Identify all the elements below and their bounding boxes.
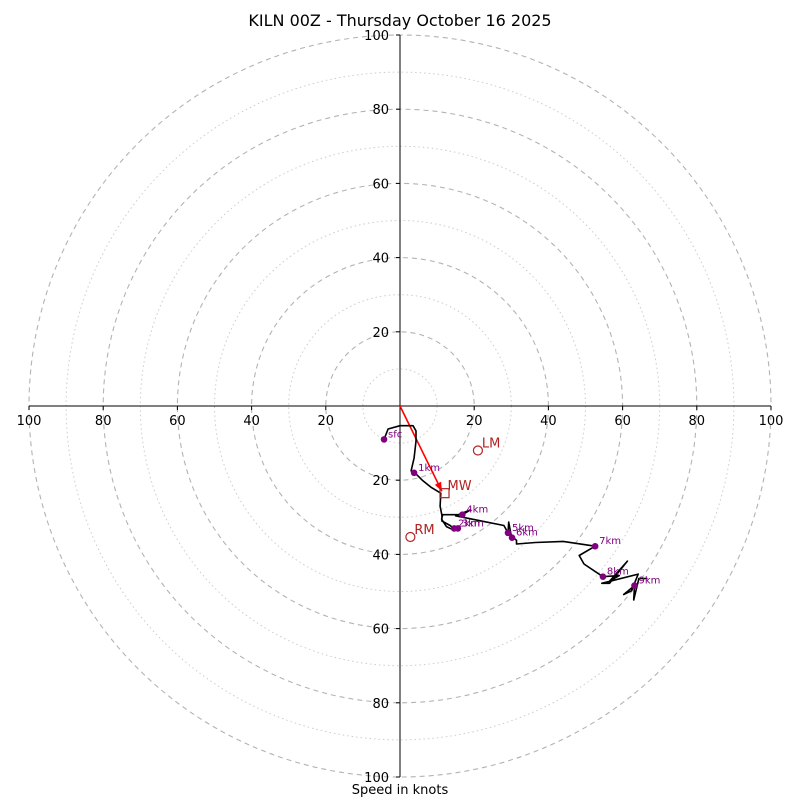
y-tick-label: 100 <box>364 29 389 44</box>
height-marker-3km <box>454 525 462 532</box>
x-tick-label: 20 <box>466 414 483 429</box>
storm-motion-label: RM <box>414 523 434 538</box>
height-marker-9km <box>631 582 638 589</box>
height-marker-label: 3km <box>462 518 484 529</box>
height-marker-label: 4km <box>466 505 488 516</box>
y-tick-label: 20 <box>372 326 389 341</box>
y-tick-label: 40 <box>372 252 389 267</box>
y-tick-label: 20 <box>372 474 389 489</box>
height-marker-4km <box>459 511 466 519</box>
x-tick-label: 40 <box>243 414 260 429</box>
x-tick-label: 100 <box>759 414 784 429</box>
height-marker-6km <box>508 534 516 542</box>
y-tick-label: 80 <box>372 103 389 118</box>
height-marker-7km <box>591 542 599 550</box>
y-tick-label: 40 <box>372 548 389 563</box>
height-marker-label: 9km <box>638 576 660 587</box>
y-tick-label: 100 <box>364 771 389 786</box>
height-marker-label: sfc <box>388 429 402 440</box>
height-marker-label: 1km <box>418 463 440 474</box>
height-marker-label: 2km <box>458 518 480 529</box>
y-tick-label: 80 <box>372 697 389 712</box>
height-marker-label: 5km <box>512 523 534 534</box>
height-marker-5km <box>504 529 512 537</box>
height-marker-8km <box>599 573 607 580</box>
storm-motion-label: LM <box>482 437 500 452</box>
height-marker-label: 7km <box>599 536 621 547</box>
x-axis-label: Speed in knots <box>351 783 449 798</box>
height-marker-sfc <box>380 436 388 443</box>
height-marker-label: 6km <box>516 528 538 539</box>
height-marker-1km <box>410 469 418 477</box>
x-tick-label: 60 <box>169 414 186 429</box>
storm-motion-markers: LM RM MW <box>405 437 500 543</box>
storm-motion-mw <box>439 488 450 499</box>
chart-title: KILN 00Z - Thursday October 16 2025 <box>248 11 552 30</box>
height-marker-label: 8km <box>607 567 629 578</box>
x-tick-label: 80 <box>689 414 706 429</box>
shear-vector-line <box>399 405 443 492</box>
y-tick-label: 60 <box>372 623 389 638</box>
x-tick-label: 20 <box>318 414 335 429</box>
storm-motion-label: MW <box>448 479 472 494</box>
storm-motion-lm <box>472 445 484 456</box>
x-tick-label: 100 <box>17 414 42 429</box>
x-tick-label: 40 <box>540 414 557 429</box>
tick-labels: 100 80 60 40 20 20 40 60 80 100 100 80 60 40 20 20 40 60 8… <box>17 29 784 786</box>
storm-motion-rm <box>405 531 416 543</box>
x-tick-label: 80 <box>95 414 112 429</box>
x-tick-label: 60 <box>614 414 631 429</box>
y-tick-label: 60 <box>372 177 389 192</box>
